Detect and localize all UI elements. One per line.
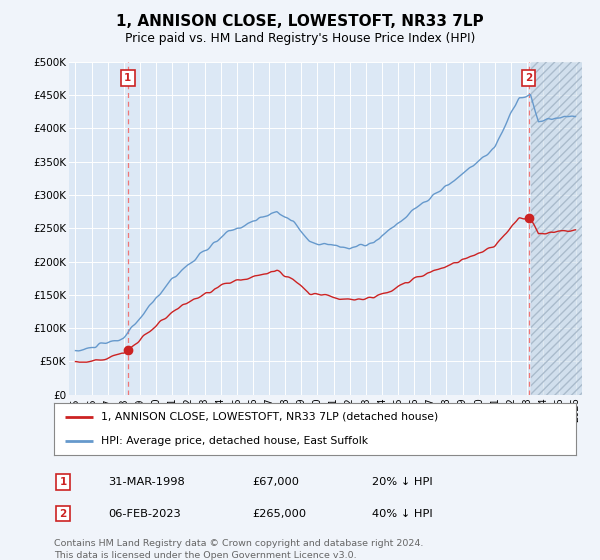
Text: 20% ↓ HPI: 20% ↓ HPI bbox=[372, 477, 433, 487]
Text: 40% ↓ HPI: 40% ↓ HPI bbox=[372, 508, 433, 519]
Text: 1: 1 bbox=[59, 477, 67, 487]
Text: HPI: Average price, detached house, East Suffolk: HPI: Average price, detached house, East… bbox=[101, 436, 368, 446]
Text: Contains HM Land Registry data © Crown copyright and database right 2024.
This d: Contains HM Land Registry data © Crown c… bbox=[54, 539, 424, 559]
Bar bbox=[531, 62, 598, 395]
Text: Price paid vs. HM Land Registry's House Price Index (HPI): Price paid vs. HM Land Registry's House … bbox=[125, 32, 475, 45]
Text: 1, ANNISON CLOSE, LOWESTOFT, NR33 7LP: 1, ANNISON CLOSE, LOWESTOFT, NR33 7LP bbox=[116, 14, 484, 29]
Text: 2: 2 bbox=[59, 508, 67, 519]
Text: 2: 2 bbox=[525, 73, 532, 83]
Text: £67,000: £67,000 bbox=[252, 477, 299, 487]
Bar bbox=[531, 62, 598, 395]
Text: 31-MAR-1998: 31-MAR-1998 bbox=[108, 477, 185, 487]
Text: 06-FEB-2023: 06-FEB-2023 bbox=[108, 508, 181, 519]
Text: £265,000: £265,000 bbox=[252, 508, 306, 519]
Text: 1: 1 bbox=[124, 73, 131, 83]
Text: 1, ANNISON CLOSE, LOWESTOFT, NR33 7LP (detached house): 1, ANNISON CLOSE, LOWESTOFT, NR33 7LP (d… bbox=[101, 412, 438, 422]
